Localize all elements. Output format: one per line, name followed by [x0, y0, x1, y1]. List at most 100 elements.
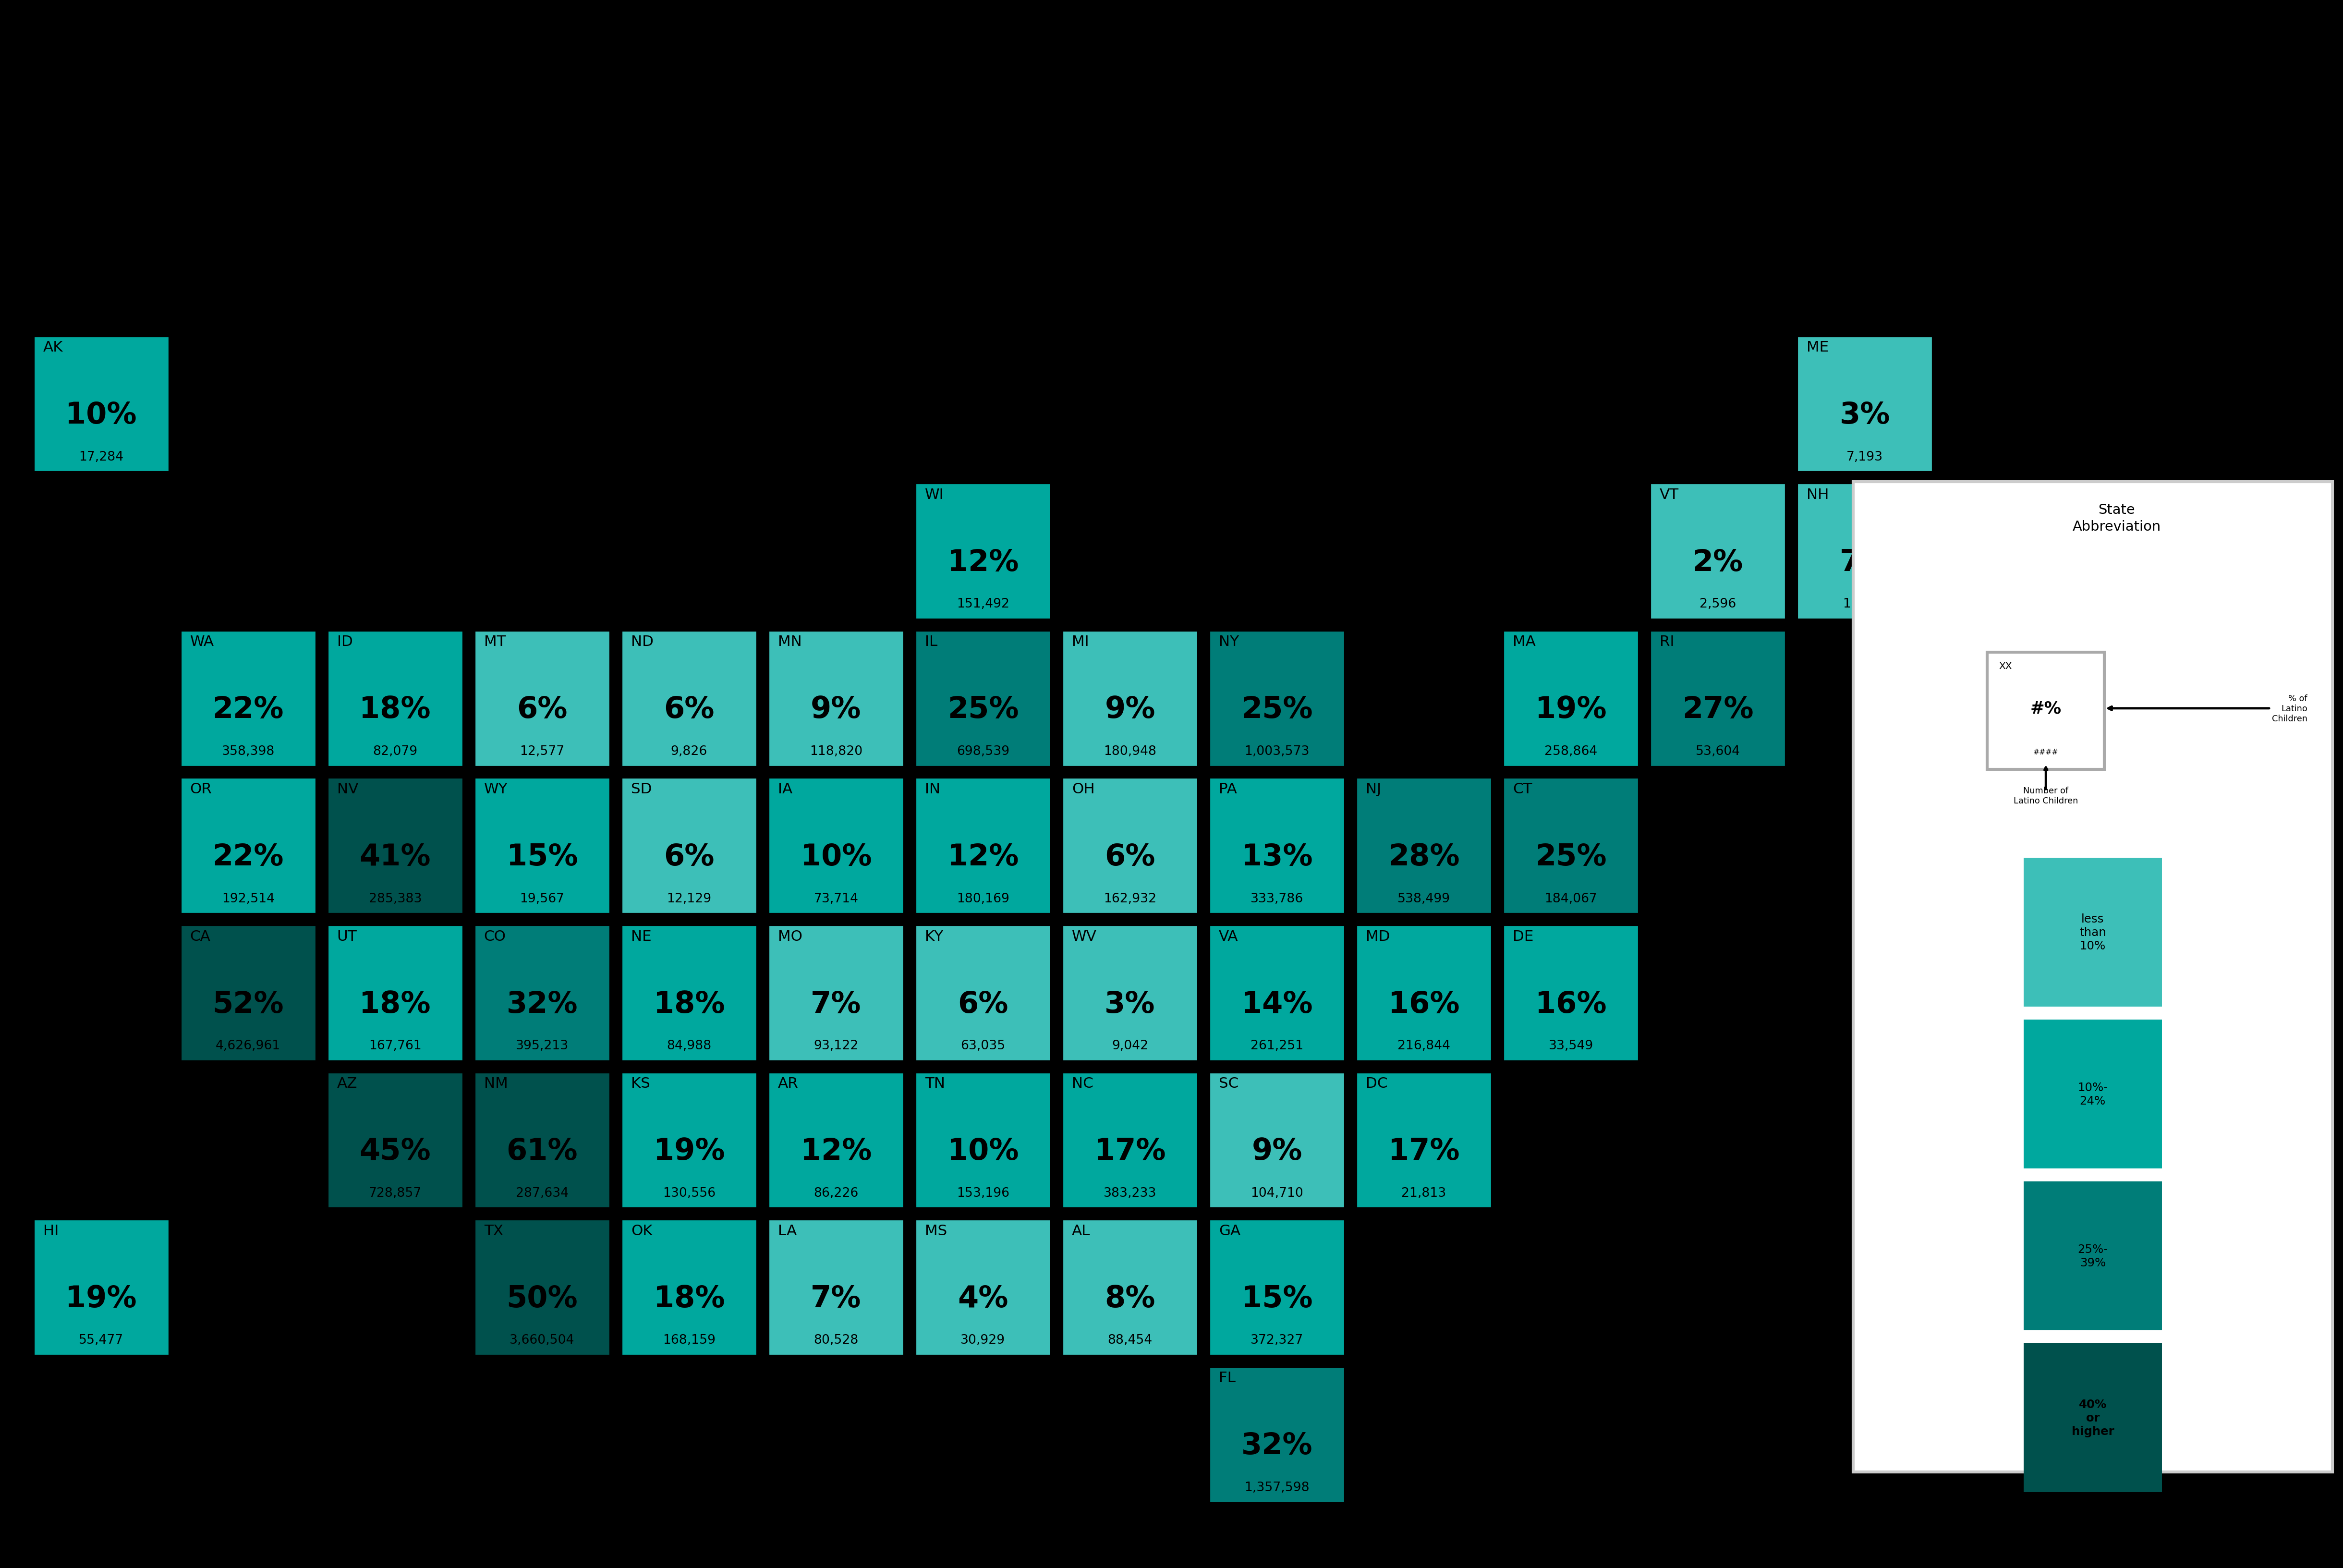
- Text: 88,454: 88,454: [1108, 1334, 1153, 1347]
- Text: 180,169: 180,169: [956, 892, 1010, 905]
- Text: less
than
10%: less than 10%: [2078, 913, 2106, 952]
- Bar: [326, 629, 464, 768]
- Text: 53,604: 53,604: [1696, 745, 1741, 757]
- Text: 216,844: 216,844: [1396, 1040, 1450, 1052]
- Text: ND: ND: [630, 635, 654, 649]
- Text: 7%: 7%: [811, 989, 862, 1019]
- Text: State
Abbreviation: State Abbreviation: [2074, 503, 2160, 533]
- Text: 118,820: 118,820: [811, 745, 862, 757]
- Text: 33,549: 33,549: [1549, 1040, 1593, 1052]
- Bar: [1207, 1366, 1347, 1504]
- Text: 14%: 14%: [1242, 989, 1312, 1019]
- Text: 2%: 2%: [1692, 549, 1743, 577]
- Text: 25%: 25%: [1242, 695, 1312, 724]
- Bar: [914, 1071, 1052, 1209]
- Bar: [1502, 629, 1640, 768]
- Text: DE: DE: [1514, 930, 1535, 944]
- Bar: [473, 629, 612, 768]
- Text: 4,626,961: 4,626,961: [216, 1040, 281, 1052]
- Text: 25%: 25%: [947, 695, 1019, 724]
- Text: 25%-
39%: 25%- 39%: [2078, 1243, 2109, 1269]
- Text: 168,159: 168,159: [663, 1334, 715, 1347]
- Text: 9%: 9%: [1251, 1137, 1303, 1165]
- Text: WY: WY: [485, 782, 508, 797]
- Text: 2,596: 2,596: [1699, 597, 1736, 610]
- Text: 32%: 32%: [1242, 1432, 1312, 1460]
- Text: 285,383: 285,383: [368, 892, 422, 905]
- Bar: [473, 776, 612, 916]
- Bar: [1795, 481, 1933, 621]
- Text: 1,003,573: 1,003,573: [1244, 745, 1310, 757]
- Text: XX: XX: [1999, 662, 2013, 671]
- Text: 184,067: 184,067: [1544, 892, 1598, 905]
- Text: NC: NC: [1071, 1077, 1094, 1090]
- Text: VA: VA: [1218, 930, 1237, 944]
- Bar: [766, 1071, 904, 1209]
- Bar: [1795, 336, 1933, 474]
- Text: 32%: 32%: [506, 989, 579, 1019]
- Text: 3,660,504: 3,660,504: [508, 1334, 574, 1347]
- Text: 3%: 3%: [1839, 401, 1891, 430]
- Text: IL: IL: [925, 635, 937, 649]
- Bar: [1061, 1071, 1200, 1209]
- Bar: [1061, 924, 1200, 1063]
- Bar: [1207, 1218, 1347, 1356]
- Bar: [326, 1071, 464, 1209]
- Text: WV: WV: [1071, 930, 1097, 944]
- Text: NV: NV: [337, 782, 358, 797]
- Text: 180,948: 180,948: [1104, 745, 1157, 757]
- Text: ID: ID: [337, 635, 354, 649]
- Text: CT: CT: [1514, 782, 1532, 797]
- Bar: [914, 481, 1052, 621]
- Bar: [1207, 776, 1347, 916]
- Text: AL: AL: [1071, 1223, 1089, 1237]
- Bar: [766, 924, 904, 1063]
- Bar: [33, 336, 171, 474]
- Text: UT: UT: [337, 930, 356, 944]
- Text: 10%-
24%: 10%- 24%: [2078, 1082, 2109, 1107]
- Text: MN: MN: [778, 635, 801, 649]
- Text: 18%: 18%: [358, 989, 431, 1019]
- Text: 192,514: 192,514: [223, 892, 274, 905]
- Text: 22%: 22%: [213, 695, 284, 724]
- Text: 104,710: 104,710: [1251, 1187, 1303, 1200]
- Text: NJ: NJ: [1366, 782, 1380, 797]
- Text: 167,761: 167,761: [368, 1040, 422, 1052]
- Text: 395,213: 395,213: [515, 1040, 569, 1052]
- Bar: [1649, 629, 1788, 768]
- Text: 17%: 17%: [1387, 1137, 1460, 1165]
- Text: 12%: 12%: [947, 549, 1019, 577]
- Text: 7%: 7%: [1839, 549, 1891, 577]
- Text: 333,786: 333,786: [1251, 892, 1303, 905]
- Text: 52%: 52%: [213, 989, 284, 1019]
- Bar: [1502, 924, 1640, 1063]
- Bar: [1207, 629, 1347, 768]
- Text: 151,492: 151,492: [956, 597, 1010, 610]
- Text: 82,079: 82,079: [373, 745, 417, 757]
- Text: 40%
or
higher: 40% or higher: [2071, 1399, 2113, 1436]
- Text: TN: TN: [925, 1077, 944, 1090]
- Text: 25%: 25%: [1535, 842, 1607, 872]
- Text: OK: OK: [630, 1223, 651, 1237]
- Text: 15%: 15%: [506, 842, 579, 872]
- Text: 28%: 28%: [1387, 842, 1460, 872]
- Text: 358,398: 358,398: [223, 745, 274, 757]
- Text: 698,539: 698,539: [956, 745, 1010, 757]
- Text: WI: WI: [925, 488, 944, 502]
- Text: 9,042: 9,042: [1111, 1040, 1148, 1052]
- Bar: [914, 776, 1052, 916]
- Text: 9,826: 9,826: [670, 745, 708, 757]
- Text: ####: ####: [2034, 748, 2059, 756]
- Text: 17,164: 17,164: [1842, 597, 1886, 610]
- Bar: [1354, 924, 1492, 1063]
- Text: PA: PA: [1218, 782, 1237, 797]
- Text: 93,122: 93,122: [813, 1040, 858, 1052]
- Text: SD: SD: [630, 782, 651, 797]
- Text: % of
Latino
Children: % of Latino Children: [2109, 695, 2308, 723]
- Bar: [1853, 481, 2331, 1472]
- Bar: [1354, 1071, 1492, 1209]
- Text: 728,857: 728,857: [368, 1187, 422, 1200]
- Text: AZ: AZ: [337, 1077, 358, 1090]
- Text: 30,929: 30,929: [961, 1334, 1005, 1347]
- Text: 10%: 10%: [947, 1137, 1019, 1165]
